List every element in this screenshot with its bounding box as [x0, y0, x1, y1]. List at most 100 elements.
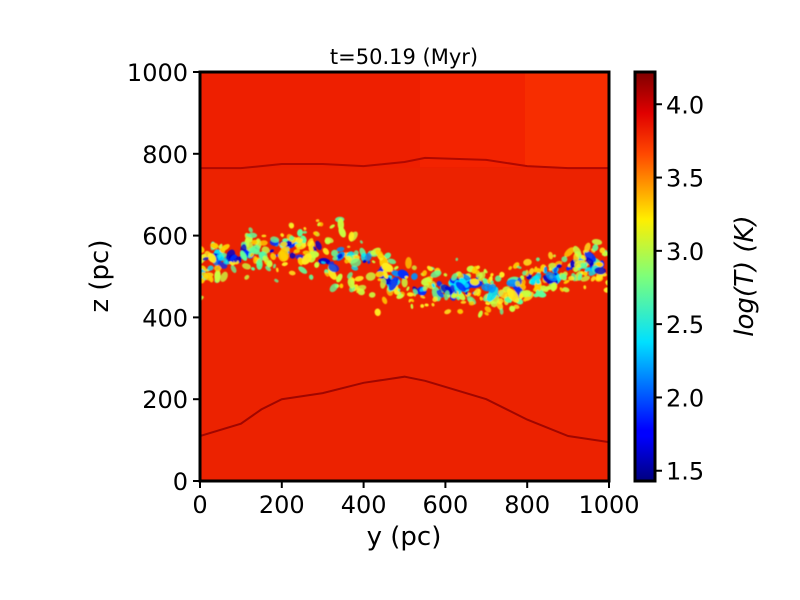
cold-clump	[594, 267, 606, 275]
cold-clump	[374, 308, 381, 317]
cold-clump	[288, 270, 296, 276]
cold-clump	[468, 301, 475, 306]
cold-clump	[455, 257, 459, 261]
cold-clump	[423, 282, 429, 292]
cold-clump	[208, 275, 214, 283]
cold-clump	[444, 290, 450, 301]
x-tick-label: 200	[259, 491, 305, 519]
cold-clump	[324, 238, 331, 245]
cold-clump	[359, 240, 363, 244]
cold-clump	[318, 222, 324, 227]
cold-clump	[308, 274, 314, 280]
cold-clump	[450, 293, 458, 298]
cold-clump	[540, 285, 549, 293]
cold-clump	[387, 258, 397, 265]
x-axis-ticks: 0 200 400 600 800 1000	[192, 481, 640, 519]
cold-clump	[533, 293, 540, 298]
cold-clump	[522, 270, 527, 276]
cold-clump	[509, 305, 516, 312]
y-tick-label: 800	[142, 141, 188, 169]
y-axis-label: z (pc)	[85, 240, 115, 313]
cold-clump	[287, 242, 296, 249]
heatmap-field	[200, 72, 609, 481]
cold-clump	[336, 273, 343, 283]
cold-clump	[256, 258, 263, 270]
cold-clump	[202, 256, 209, 261]
chart-title: t=50.19 (Myr)	[330, 45, 478, 69]
cold-clump	[451, 273, 458, 281]
cold-clump	[568, 275, 575, 281]
cold-clump	[569, 266, 573, 270]
cold-clump	[281, 262, 288, 267]
y-tick-label: 400	[142, 304, 188, 332]
cold-clump	[220, 244, 230, 251]
cold-clump	[506, 288, 520, 303]
cold-clump	[327, 268, 337, 280]
cold-clump	[253, 255, 258, 264]
colorbar	[633, 70, 657, 483]
cold-clump	[483, 268, 487, 274]
cold-clump	[588, 264, 600, 276]
cold-clump	[561, 256, 568, 263]
cold-clump	[350, 258, 362, 267]
colorbar-label: log(T) (K)	[730, 215, 760, 336]
cold-clump	[250, 252, 255, 258]
y-tick-label: 600	[142, 223, 188, 251]
colorbar-tick-label: 3.0	[666, 238, 704, 266]
cold-clump	[242, 263, 251, 270]
cold-clump	[515, 280, 521, 287]
cold-clump	[380, 278, 387, 289]
cold-clump	[344, 256, 352, 261]
cold-clump	[315, 240, 322, 251]
cold-clump	[297, 229, 303, 237]
upper-mid-region	[420, 72, 525, 167]
cold-clump	[560, 273, 567, 280]
cold-clump	[354, 275, 364, 282]
cold-clump	[436, 289, 444, 298]
cold-clump	[562, 287, 570, 293]
cold-clump	[547, 283, 556, 290]
cold-clump	[553, 266, 558, 273]
cold-clump	[270, 236, 280, 243]
cold-clump	[412, 289, 418, 295]
colorbar-tick-label: 4.0	[666, 91, 704, 119]
cold-clump	[583, 285, 587, 290]
cold-clump	[548, 251, 554, 260]
cold-clump	[332, 256, 338, 261]
cold-clump	[244, 274, 250, 280]
cold-clump	[298, 238, 303, 244]
cold-clump	[495, 300, 504, 311]
cold-clump	[490, 273, 494, 277]
cold-clump	[307, 238, 314, 247]
cold-clump	[474, 270, 480, 275]
cold-clump	[362, 259, 367, 263]
cold-clump	[230, 254, 237, 262]
cold-clump	[473, 288, 481, 296]
cold-clump	[406, 292, 414, 297]
cold-clump	[364, 252, 372, 262]
cold-clump	[420, 304, 425, 308]
cold-clump	[225, 259, 228, 264]
cold-clump	[393, 290, 401, 295]
cold-clump	[436, 280, 443, 287]
colorbar-tick-label: 2.5	[666, 311, 704, 339]
cold-clump	[543, 266, 548, 273]
cold-clump	[580, 275, 590, 282]
cold-clump	[457, 272, 464, 280]
lower-shock-front	[200, 375, 609, 444]
x-tick-label: 1000	[578, 491, 639, 519]
cold-clump	[469, 278, 480, 286]
cold-clump	[215, 276, 220, 283]
cold-clump	[339, 283, 344, 289]
cold-clump	[387, 287, 391, 293]
cold-clump	[484, 306, 492, 313]
cold-clump	[411, 273, 418, 280]
cold-clump	[375, 271, 384, 278]
x-tick-label: 400	[341, 491, 387, 519]
cold-clump	[210, 242, 219, 249]
y-tick-label: 200	[142, 386, 188, 414]
cold-clump	[259, 240, 268, 246]
cold-clump	[298, 266, 308, 274]
cold-clump	[230, 265, 237, 273]
cold-clump	[580, 262, 588, 270]
